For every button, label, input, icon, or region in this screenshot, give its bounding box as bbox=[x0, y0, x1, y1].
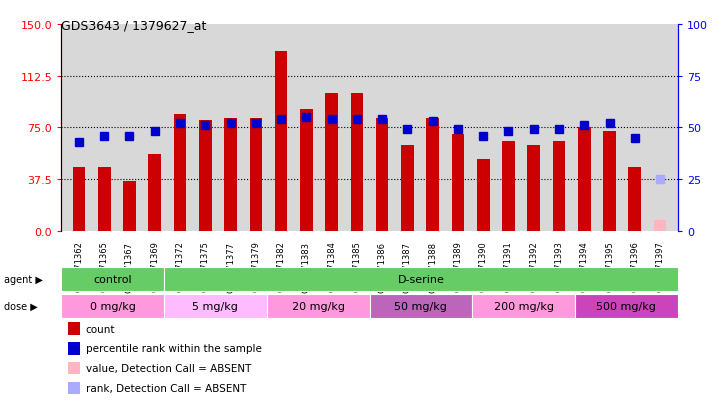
Bar bbox=[149, 154, 161, 231]
Bar bbox=[73, 168, 85, 231]
Text: 20 mg/kg: 20 mg/kg bbox=[291, 301, 345, 311]
Bar bbox=[426, 119, 439, 231]
Bar bbox=[451, 135, 464, 231]
Bar bbox=[553, 142, 565, 231]
Bar bbox=[401, 146, 414, 231]
Bar bbox=[249, 119, 262, 231]
Text: 500 mg/kg: 500 mg/kg bbox=[596, 301, 656, 311]
Bar bbox=[325, 94, 338, 231]
Bar bbox=[174, 114, 186, 231]
Text: GDS3643 / 1379627_at: GDS3643 / 1379627_at bbox=[61, 19, 207, 31]
Text: 200 mg/kg: 200 mg/kg bbox=[494, 301, 554, 311]
Text: rank, Detection Call = ABSENT: rank, Detection Call = ABSENT bbox=[86, 383, 246, 393]
Bar bbox=[578, 128, 590, 231]
Bar bbox=[502, 142, 515, 231]
Bar bbox=[300, 110, 313, 231]
Text: control: control bbox=[93, 274, 132, 284]
Text: dose ▶: dose ▶ bbox=[4, 301, 37, 311]
Bar bbox=[376, 119, 389, 231]
Bar bbox=[123, 182, 136, 231]
Bar bbox=[275, 52, 288, 231]
Bar bbox=[654, 220, 666, 231]
Text: 50 mg/kg: 50 mg/kg bbox=[394, 301, 447, 311]
Bar bbox=[224, 119, 237, 231]
Text: value, Detection Call = ABSENT: value, Detection Call = ABSENT bbox=[86, 363, 251, 373]
Bar bbox=[199, 121, 211, 231]
Text: D-serine: D-serine bbox=[397, 274, 444, 284]
Text: agent ▶: agent ▶ bbox=[4, 274, 43, 284]
Bar bbox=[603, 132, 616, 231]
Bar bbox=[350, 94, 363, 231]
Bar bbox=[528, 146, 540, 231]
Text: count: count bbox=[86, 324, 115, 334]
Text: percentile rank within the sample: percentile rank within the sample bbox=[86, 344, 262, 354]
Bar bbox=[98, 168, 110, 231]
Text: 0 mg/kg: 0 mg/kg bbox=[89, 301, 136, 311]
Bar bbox=[629, 168, 641, 231]
Bar bbox=[477, 160, 490, 231]
Text: 5 mg/kg: 5 mg/kg bbox=[193, 301, 239, 311]
